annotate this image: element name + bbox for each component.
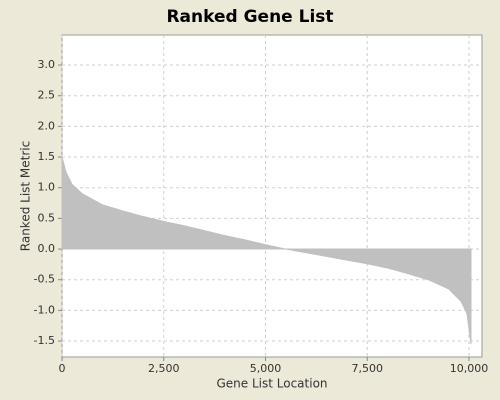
chart-title: Ranked Gene List: [166, 7, 333, 27]
y-tick-label: -1.0: [34, 303, 55, 316]
y-tick-label: -1.5: [34, 334, 55, 347]
x-tick-label: 10,000: [450, 362, 489, 375]
y-tick-label: 3.0: [38, 58, 56, 71]
area: [61, 156, 472, 345]
plot-area: [61, 34, 483, 358]
y-axis-label: Ranked List Metric: [19, 141, 33, 251]
y-tick-label: 2.5: [38, 89, 56, 102]
x-tick-label: 5,000: [250, 362, 282, 375]
x-axis-label: Gene List Location: [216, 377, 327, 391]
y-tick-label: 2.0: [38, 119, 56, 132]
y-tick-label: 1.0: [38, 181, 56, 194]
y-tick-label: 1.5: [38, 150, 56, 163]
y-tick-label: 0.5: [38, 211, 56, 224]
y-tick-label: -0.5: [34, 273, 55, 286]
x-tick-label: 0: [59, 362, 66, 375]
x-tick-label: 2,500: [148, 362, 180, 375]
y-tick-label: 0.0: [38, 242, 56, 255]
x-tick-label: 7,500: [351, 362, 383, 375]
